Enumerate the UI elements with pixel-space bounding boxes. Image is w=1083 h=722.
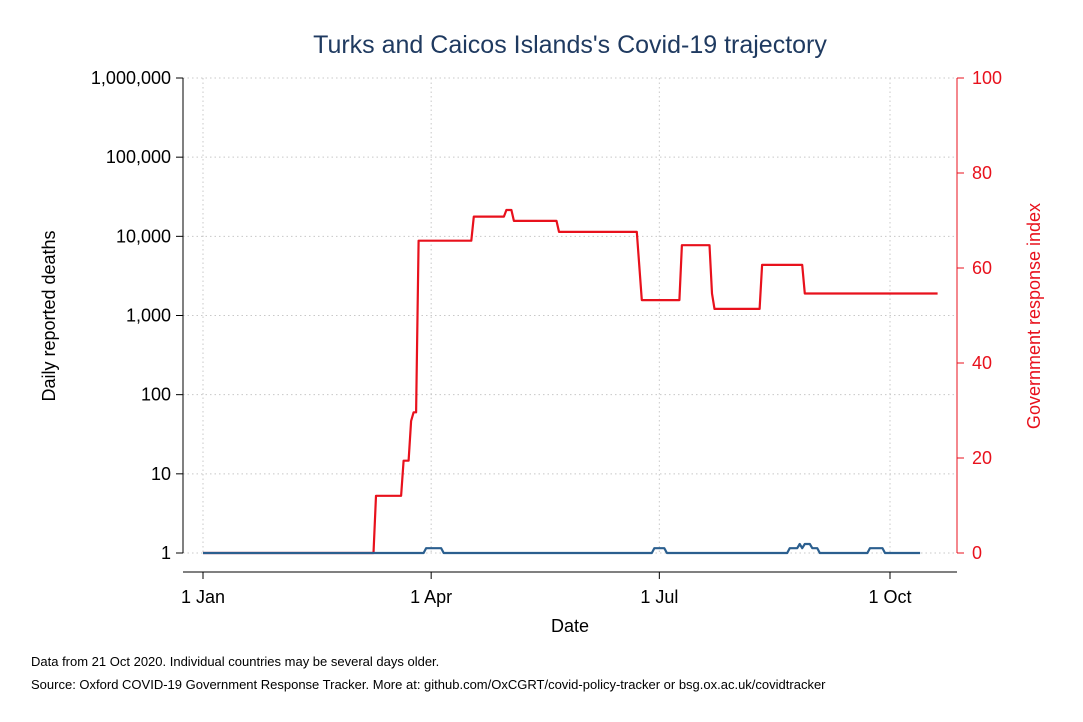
x-axis-title: Date	[551, 616, 589, 636]
x-tick-label: 1 Oct	[868, 587, 911, 607]
x-tick-label: 1 Apr	[410, 587, 452, 607]
series-group	[203, 208, 938, 555]
left-tick-label: 100	[141, 385, 171, 405]
left-tick-label: 10	[151, 464, 171, 484]
left-axis-ticks: 1 10 100 1,000 10,000 100,000 1,000,000	[91, 68, 183, 563]
source-note: Source: Oxford COVID-19 Government Respo…	[31, 677, 826, 692]
government-response-line	[203, 208, 938, 555]
x-tick-label: 1 Jan	[181, 587, 225, 607]
right-tick-label: 20	[972, 448, 992, 468]
grid	[183, 77, 957, 554]
left-tick-label: 100,000	[106, 147, 171, 167]
x-axis-ticks: 1 Jan 1 Apr 1 Jul 1 Oct	[181, 572, 912, 607]
x-tick-label: 1 Jul	[640, 587, 678, 607]
left-tick-label: 1,000,000	[91, 68, 171, 88]
right-tick-label: 80	[972, 163, 992, 183]
chart-title: Turks and Caicos Islands's Covid-19 traj…	[313, 31, 827, 59]
right-tick-label: 60	[972, 258, 992, 278]
axes	[182, 78, 958, 573]
left-tick-label: 1	[161, 543, 171, 563]
daily-deaths-line	[203, 542, 921, 555]
right-tick-label: 40	[972, 353, 992, 373]
left-tick-label: 1,000	[126, 306, 171, 326]
right-tick-label: 0	[972, 543, 982, 563]
right-tick-label: 100	[972, 68, 1002, 88]
left-tick-label: 10,000	[116, 226, 171, 246]
left-axis-title: Daily reported deaths	[39, 230, 59, 401]
right-axis-title: Government response index	[1024, 203, 1044, 429]
data-date-note: Data from 21 Oct 2020. Individual countr…	[31, 654, 440, 669]
right-axis-ticks: 0 20 40 60 80 100	[957, 68, 1002, 563]
